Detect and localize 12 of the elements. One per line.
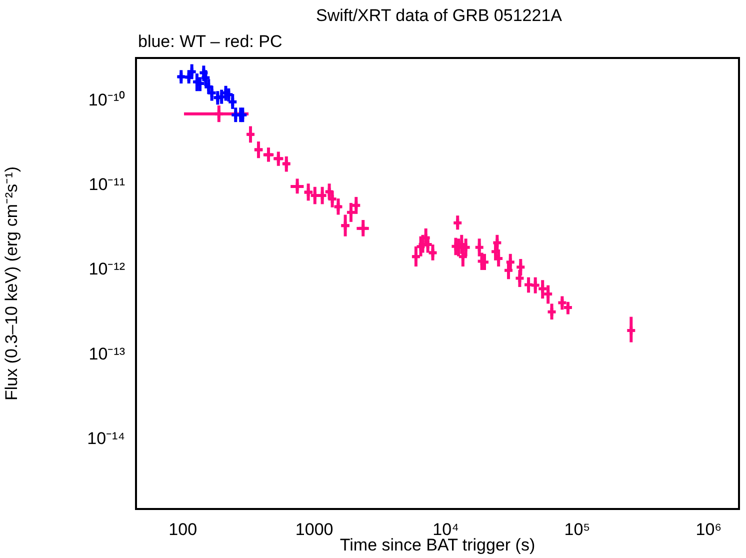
y-axis-title: Flux (0.3–10 keV) (erg cm⁻²s⁻¹) — [2, 166, 21, 400]
x-tick-label: 10⁶ — [696, 520, 722, 539]
x-tick-label: 10⁵ — [564, 520, 590, 539]
y-tick-label: 10⁻¹¹ — [88, 175, 126, 194]
chart-title: Swift/XRT data of GRB 051221A — [314, 6, 563, 26]
x-tick-label: 1000 — [295, 520, 334, 539]
y-tick-label: 10⁻¹² — [88, 260, 126, 279]
y-tick-label: 10⁻¹³ — [88, 344, 126, 364]
y-tick-label: 10⁻¹⁴ — [87, 428, 125, 448]
x-tick-label: 100 — [168, 520, 198, 539]
y-tick-label: 10⁻¹⁰ — [88, 90, 125, 110]
chart-subtitle: blue: WT – red: PC — [138, 32, 282, 52]
